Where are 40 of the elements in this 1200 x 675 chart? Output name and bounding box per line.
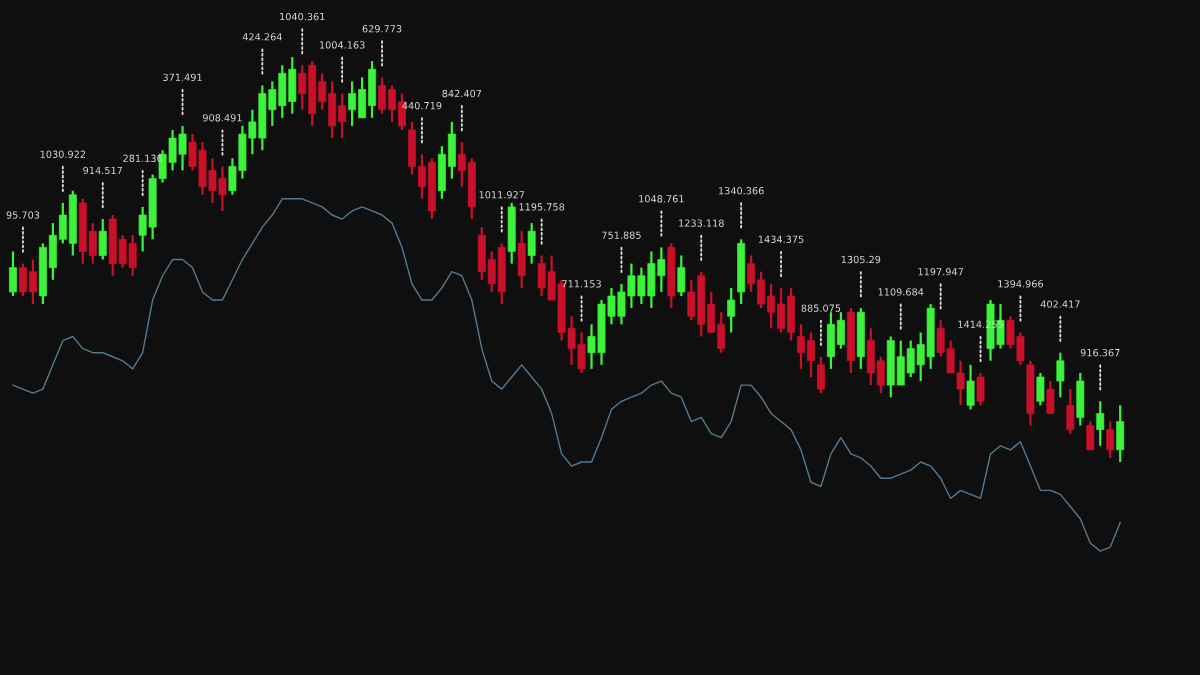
candlestick bbox=[348, 80, 357, 128]
candlestick bbox=[298, 64, 307, 111]
candlestick bbox=[1096, 400, 1105, 447]
annotation: 1340.366 bbox=[719, 187, 764, 195]
annotation: 1197.947 bbox=[918, 268, 964, 276]
text: 1040.361 bbox=[280, 12, 325, 21]
text: 424.264 bbox=[242, 33, 282, 41]
candlestick bbox=[28, 258, 37, 306]
annotation: 1434.375 bbox=[758, 235, 804, 243]
annotation: 916.367 bbox=[1080, 348, 1120, 357]
candlestick bbox=[807, 331, 815, 379]
annotation: 1195.758 bbox=[519, 203, 565, 211]
annotation: 1305.29 bbox=[841, 255, 881, 264]
annotation: 1394.966 bbox=[998, 280, 1044, 288]
annotation: 95.703 bbox=[6, 211, 40, 219]
annotation: 751.885 bbox=[602, 231, 641, 239]
annotation: 914.517 bbox=[83, 166, 123, 175]
annotation: 1048.761 bbox=[639, 195, 684, 203]
annotation: 1011.927 bbox=[479, 191, 525, 199]
annotation: 1109.684 bbox=[878, 288, 924, 296]
candlestick bbox=[1106, 420, 1115, 460]
candlestick bbox=[418, 153, 426, 200]
annotation: 885.075 bbox=[801, 304, 841, 312]
annotation: 908.491 bbox=[202, 114, 242, 122]
candlestick bbox=[388, 84, 396, 123]
candlestick bbox=[318, 72, 327, 111]
annotation: 1233.118 bbox=[679, 219, 724, 227]
candlestick bbox=[727, 286, 736, 334]
candlestick bbox=[767, 282, 776, 330]
annotation: 371.491 bbox=[163, 73, 202, 81]
candlestick bbox=[457, 141, 466, 188]
annotation: 1030.922 bbox=[40, 150, 86, 158]
candlestick bbox=[747, 254, 756, 294]
text: 629.773 bbox=[362, 25, 402, 33]
text: 1004.163 bbox=[320, 41, 365, 49]
candlestick bbox=[338, 92, 347, 140]
candlestick bbox=[797, 323, 805, 370]
candlestick bbox=[1056, 351, 1065, 399]
annotation: 402.417 bbox=[1040, 300, 1080, 308]
annotation: 842.407 bbox=[442, 89, 482, 98]
